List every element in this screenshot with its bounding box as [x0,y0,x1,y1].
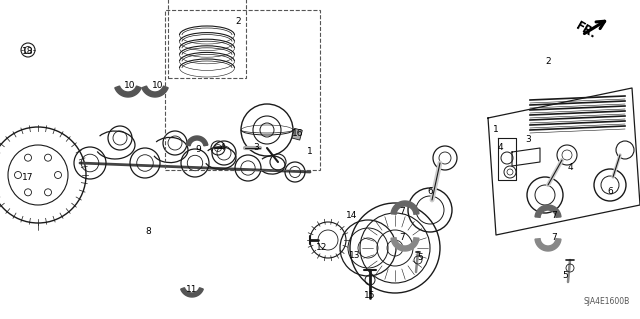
Text: 6: 6 [427,188,433,197]
Text: 7: 7 [551,211,557,220]
Polygon shape [186,136,208,146]
Text: 7: 7 [399,234,405,242]
Text: 10: 10 [124,80,136,90]
Text: 13: 13 [349,250,361,259]
Text: 11: 11 [186,286,198,294]
Polygon shape [391,201,419,214]
Text: 14: 14 [346,211,358,219]
Polygon shape [115,86,141,97]
Text: 4: 4 [567,164,573,173]
Text: 16: 16 [292,129,304,137]
Polygon shape [535,239,561,251]
Polygon shape [488,88,640,235]
Text: 9: 9 [195,145,201,154]
Text: 17: 17 [22,174,34,182]
Text: 2: 2 [545,57,551,66]
Text: SJA4E1600B: SJA4E1600B [584,297,630,306]
Text: 1: 1 [493,125,499,135]
Text: 8: 8 [145,227,151,236]
Text: 4: 4 [497,144,503,152]
Text: 5: 5 [562,271,568,279]
Bar [292,128,302,140]
Polygon shape [535,205,561,217]
Text: 3: 3 [253,144,259,152]
Text: 4: 4 [219,144,225,152]
Text: 7: 7 [399,207,405,217]
Text: 15: 15 [364,291,376,300]
Text: 12: 12 [316,243,328,253]
Text: 1: 1 [307,147,313,157]
Polygon shape [391,238,419,251]
Text: 3: 3 [525,136,531,145]
Text: 2: 2 [235,18,241,26]
Text: 10: 10 [152,80,164,90]
Text: 6: 6 [607,188,613,197]
Text: 5: 5 [417,254,423,263]
Polygon shape [180,288,204,297]
Polygon shape [142,86,168,97]
Text: FR.: FR. [573,19,598,41]
Text: 18: 18 [22,48,34,56]
Text: 7: 7 [551,234,557,242]
